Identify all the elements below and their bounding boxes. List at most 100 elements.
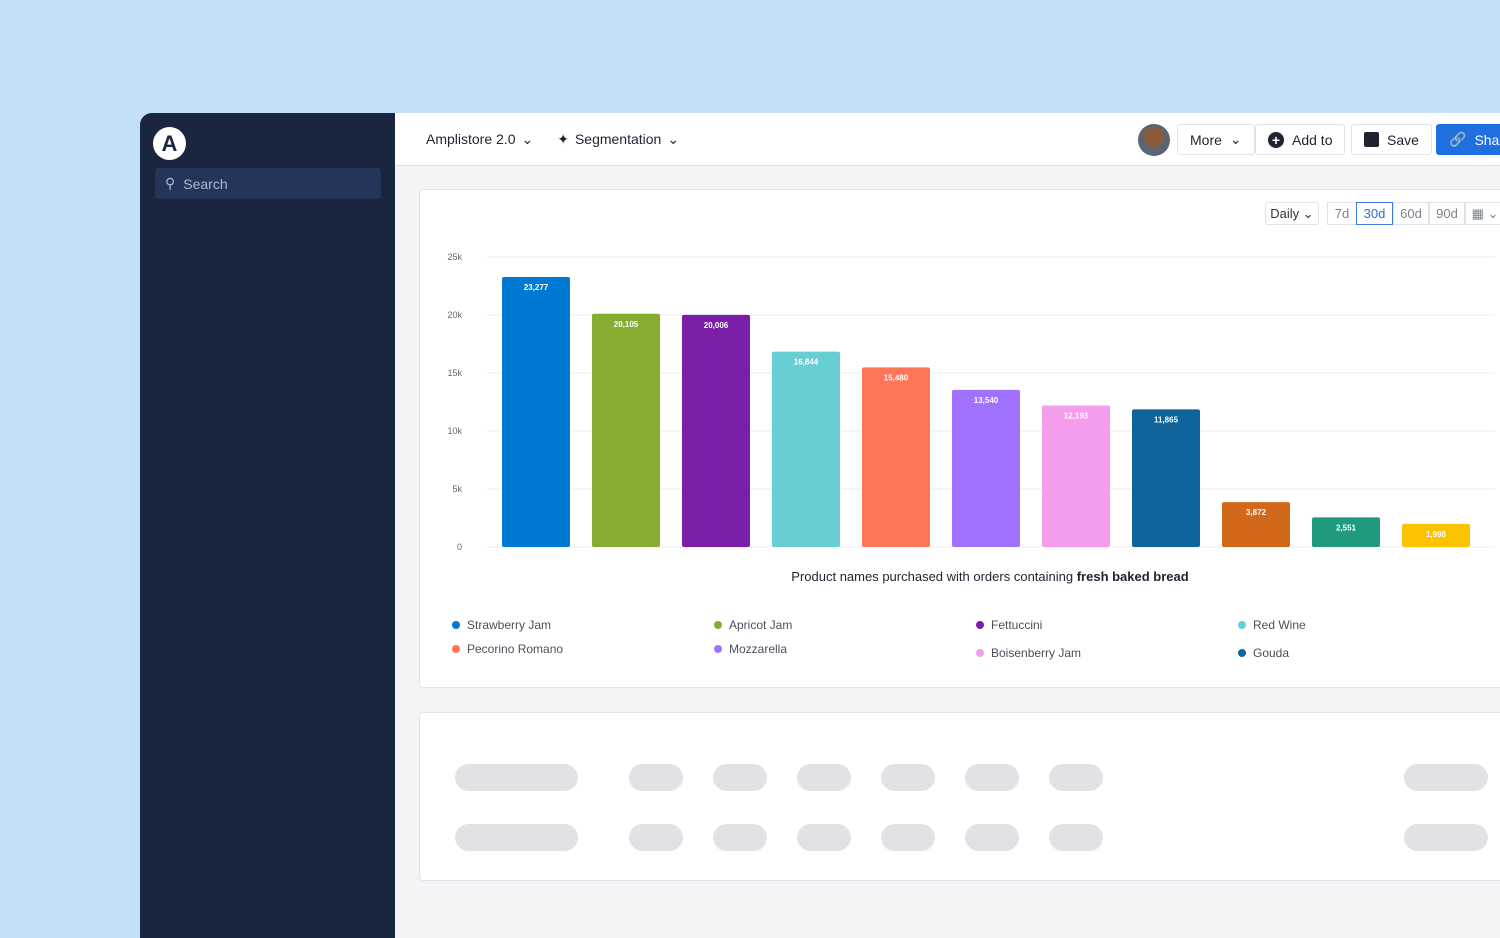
legend-item[interactable]: Mozzarella [714,642,787,656]
share-button[interactable]: 🔗 Shar [1436,124,1500,155]
skeleton-placeholder [965,764,1019,791]
legend-swatch [714,645,722,653]
bar[interactable] [682,314,750,547]
bar-value-label: 16,844 [794,358,819,367]
bar-value-label: 15,480 [884,373,909,382]
legend-item[interactable]: Apricot Jam [714,618,792,632]
bar[interactable] [1222,502,1290,547]
bar-value-label: 20,105 [614,320,639,329]
legend-item[interactable]: Fettuccini [976,618,1042,632]
link-icon: 🔗 [1449,131,1467,147]
x-axis-label-prefix: Product names purchased with orders cont… [791,569,1077,584]
y-tick-label: 20k [447,310,462,320]
bar[interactable] [1312,517,1380,547]
legend-label: Pecorino Romano [467,642,564,656]
legend-item[interactable]: Strawberry Jam [452,618,551,632]
y-tick-label: 5k [452,484,462,494]
bar[interactable] [952,389,1020,547]
bar-value-label: 23,277 [524,283,549,292]
legend-item[interactable]: Boisenberry Jam [976,646,1081,660]
legend-swatch [714,621,722,629]
y-tick-label: 25k [447,252,462,262]
bar-chart: 0 5k 10k 15k 20k 25k 23,277 20,105 20,006 16,844 1… [447,252,1495,552]
more-label: More [1190,131,1222,148]
more-button[interactable]: More ⌄ [1177,124,1255,155]
calendar-dropdown[interactable]: ▦ ⌄ [1465,202,1500,225]
legend-item[interactable]: Red Wine [1238,618,1306,632]
bar[interactable] [1042,405,1110,547]
range-90d[interactable]: 90d [1429,202,1465,225]
y-tick-label: 10k [447,426,462,436]
bar[interactable] [862,367,930,547]
chevron-down-icon: ⌄ [1229,131,1242,147]
sidebar: A ⚲ Search [140,113,395,938]
skeleton-placeholder [629,824,683,851]
range-60d[interactable]: 60d [1393,202,1429,225]
bar-value-label: 20,006 [704,321,729,330]
legend-swatch [976,649,984,657]
skeleton-placeholder [1404,824,1488,851]
skeleton-placeholder [713,824,767,851]
skeleton-placeholder [713,764,767,791]
table-card-loading [419,712,1500,881]
legend-item[interactable]: Gouda [1238,646,1289,660]
legend-label: Boisenberry Jam [991,646,1082,660]
legend-label: Strawberry Jam [467,618,552,632]
skeleton-placeholder [797,824,851,851]
legend-label: Apricot Jam [729,618,793,632]
skeleton-placeholder [629,764,683,791]
save-label: Save [1387,131,1419,148]
share-label: Shar [1474,131,1500,148]
bar-value-label: 11,865 [1154,415,1179,424]
chart-type-selector[interactable]: ✦ Segmentation ⌄ [557,131,679,148]
legend-item[interactable]: Pecorino Romano [452,642,563,656]
skeleton-placeholder [881,764,935,791]
bar-value-label: 3,872 [1246,508,1267,517]
add-to-button[interactable]: + Add to [1255,124,1346,155]
plus-circle-icon: + [1268,131,1284,148]
skeleton-placeholder [1404,764,1488,791]
range-30d[interactable]: 30d [1356,202,1393,225]
project-selector[interactable]: Amplistore 2.0 ⌄ [426,131,533,148]
bar[interactable] [1402,523,1470,547]
main-area: Amplistore 2.0 ⌄ ✦ Segmentation ⌄ More ⌄ + Ad… [395,113,1500,938]
chart-card: Daily ⌄ 7d 30d 60d 90d ▦ ⌄ 0 5k 10k 15k 20k 2… [419,189,1500,688]
skeleton-placeholder [1049,764,1103,791]
legend-label: Red Wine [1253,618,1306,632]
bar-value-label: 12,193 [1064,412,1089,421]
bar-value-label: 1,998 [1426,530,1447,539]
chart-type-label: Segmentation [574,131,662,147]
bar[interactable] [502,276,570,547]
save-icon [1364,132,1379,147]
bar-value-label: 2,551 [1336,523,1357,532]
amplitude-logo[interactable]: A [153,127,186,160]
chevron-down-icon: ⌄ [667,130,680,147]
save-button[interactable]: Save [1351,124,1432,155]
search-input[interactable]: ⚲ Search [155,168,381,199]
range-7d[interactable]: 7d [1327,202,1357,225]
calendar-icon: ▦ ⌄ [1471,205,1499,221]
bar-value-label: 13,540 [974,396,999,405]
skeleton-placeholder [965,824,1019,851]
bar[interactable] [592,313,660,547]
y-tick-label: 15k [447,368,462,378]
y-tick-label: 0 [457,542,462,552]
legend-swatch [976,621,984,629]
legend-label: Gouda [1253,646,1290,660]
skeleton-placeholder [797,764,851,791]
skeleton-placeholder [881,824,935,851]
search-placeholder: Search [183,175,228,192]
legend-label: Mozzarella [729,642,788,656]
x-axis-label-bold: fresh baked bread [1076,569,1189,584]
search-icon: ⚲ [165,175,176,191]
legend-swatch [452,621,460,629]
project-name: Amplistore 2.0 [426,131,516,147]
chevron-down-icon: ⌄ [521,130,534,147]
bar[interactable] [772,351,840,547]
avatar[interactable] [1138,124,1170,156]
segmentation-icon: ✦ [557,130,569,147]
interval-label: Daily [1270,206,1300,221]
legend-swatch [1238,621,1246,629]
interval-dropdown[interactable]: Daily ⌄ [1265,202,1319,225]
bar[interactable] [1132,409,1200,547]
